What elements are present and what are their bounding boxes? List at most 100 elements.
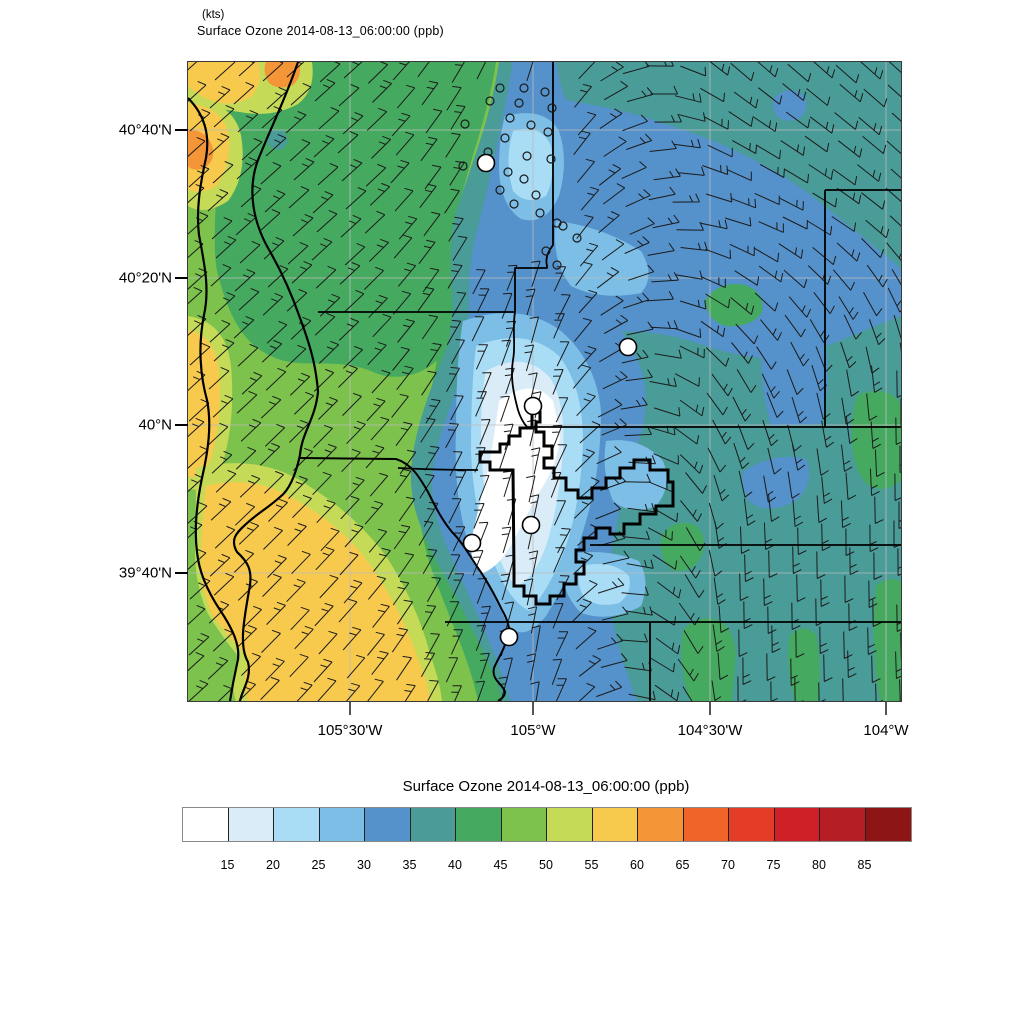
denver-city-limits — [478, 410, 675, 606]
county-boundary-larimer-weld-vertical — [511, 62, 554, 428]
lon-axis-label: 104°W — [863, 722, 909, 739]
colorbar-cell-1 — [228, 808, 274, 841]
colorbar-cell-0 — [183, 808, 229, 841]
colorbar-cell-4 — [365, 808, 411, 841]
colorbar-tick-label: 35 — [402, 858, 417, 872]
colorbar-cell-15 — [865, 808, 911, 841]
colorbar-tick-label: 60 — [630, 858, 644, 872]
county-boundary-divide-line-west — [188, 97, 240, 701]
lat-axis-label: 40°20'N — [118, 269, 172, 287]
lat-tick — [175, 129, 188, 131]
colorbar-cell-5 — [410, 808, 456, 841]
ozone-region-yellow-left-mid — [188, 330, 220, 477]
colorbar-tick-label: 80 — [812, 858, 826, 872]
ozone-region-yellow-top-left — [188, 62, 260, 104]
calm-wind-circle — [519, 174, 529, 184]
calm-wind-circle — [514, 98, 524, 108]
ozone-region-teal-band — [410, 62, 513, 701]
ozone-region-dg-east-5 — [788, 628, 820, 701]
colorbar-cell-2 — [274, 808, 320, 841]
colorbar-tick-label: 20 — [266, 858, 280, 872]
wind-units-label: (kts) — [202, 9, 225, 21]
calm-wind-circle — [541, 246, 551, 256]
colorbar-tick-label: 65 — [675, 858, 690, 872]
calm-wind-circle — [540, 87, 550, 97]
ozone-region-blue-right-column — [761, 326, 828, 426]
lat-axis-label: 40°N — [138, 416, 172, 434]
ozone-region-yellow-southwest — [200, 482, 430, 701]
ozone-region-white-core-denver — [470, 388, 560, 573]
ozone-region-dg-east-6 — [873, 579, 901, 701]
lon-axis-label: 105°W — [510, 722, 556, 739]
lon-axis-label: 105°30'W — [317, 722, 383, 739]
calm-wind-circle — [522, 151, 532, 161]
colorbar-tick-label: 75 — [766, 858, 781, 872]
lon-tick — [349, 702, 351, 715]
calm-wind-circle — [546, 154, 556, 164]
lat-tick — [175, 277, 188, 279]
county-boundary-jeffco-north — [397, 467, 479, 471]
station-marker — [521, 515, 541, 535]
colorbar-cell-9 — [592, 808, 638, 841]
ozone-region-dg-east-4 — [681, 618, 736, 701]
calm-wind-circle — [547, 103, 557, 113]
colorbar-cell-7 — [501, 808, 547, 841]
colorbar-tick-label: 70 — [721, 858, 735, 872]
lat-tick — [175, 572, 188, 574]
county-boundary-river-south — [492, 629, 510, 701]
station-marker — [618, 337, 638, 357]
colorbar-tick-label: 40 — [448, 858, 462, 872]
map-plot-svg — [188, 62, 901, 701]
lon-axis-label: 104°30'W — [677, 722, 743, 739]
lon-tick — [532, 702, 534, 715]
colorbar-cell-12 — [729, 808, 775, 841]
colorbar-tick-label: 30 — [357, 858, 371, 872]
calm-wind-circle — [526, 120, 536, 130]
ozone-region-blue-topright-spot — [772, 90, 807, 121]
calm-wind-circle — [552, 260, 562, 270]
colorbar-cell-8 — [547, 808, 593, 841]
colorbar-tick-label: 25 — [311, 858, 326, 872]
ozone-wind-map — [187, 61, 902, 702]
calm-wind-circle — [500, 133, 510, 143]
colorbar-cell-6 — [456, 808, 502, 841]
calm-wind-circle — [531, 190, 541, 200]
lat-tick — [175, 424, 188, 426]
station-marker — [523, 396, 543, 416]
lat-axis-label: 40°40'N — [118, 121, 172, 139]
ozone-region-dg-east-1 — [705, 284, 763, 327]
colorbar-tick-label: 55 — [584, 858, 599, 872]
calm-wind-circle — [509, 199, 519, 209]
ozone-region-lt2-se-of-denver — [578, 563, 630, 605]
colorbar-cell-14 — [820, 808, 866, 841]
calm-wind-circle — [519, 83, 529, 93]
calm-wind-circle — [505, 113, 515, 123]
lat-axis-label: 39°40'N — [118, 564, 172, 582]
colorbar-cell-13 — [774, 808, 820, 841]
lon-tick — [709, 702, 711, 715]
ozone-region-blue-streak-se — [742, 456, 810, 509]
colorbar — [182, 807, 912, 842]
ozone-region-dg-east-2 — [852, 391, 901, 489]
ozone-region-lt3-east-of-denver — [604, 440, 667, 510]
county-boundary-larimer-boulder-wavy — [232, 62, 320, 701]
calm-wind-circle — [535, 208, 545, 218]
calm-wind-circle — [458, 161, 468, 171]
plot-title: Surface Ozone 2014-08-13_06:00:00 (ppb) — [197, 24, 444, 38]
colorbar-title: Surface Ozone 2014-08-13_06:00:00 (ppb) — [402, 778, 690, 795]
ozone-region-lt3-mid-plume — [555, 221, 649, 296]
calm-wind-circle — [543, 127, 553, 137]
colorbar-tick-label: 50 — [539, 858, 553, 872]
calm-wind-circle — [495, 83, 505, 93]
colorbar-tick-label: 15 — [220, 858, 235, 872]
station-marker — [476, 153, 496, 173]
calm-wind-circle — [460, 119, 470, 129]
calm-wind-circle — [495, 185, 505, 195]
colorbar-tick-label: 45 — [493, 858, 508, 872]
map-layers — [188, 62, 901, 701]
ozone-region-lt2-top-plume — [508, 128, 553, 200]
colorbar-cell-3 — [319, 808, 365, 841]
ozone-region-nw-teal-spot — [267, 129, 288, 150]
colorbar-cell-10 — [638, 808, 684, 841]
